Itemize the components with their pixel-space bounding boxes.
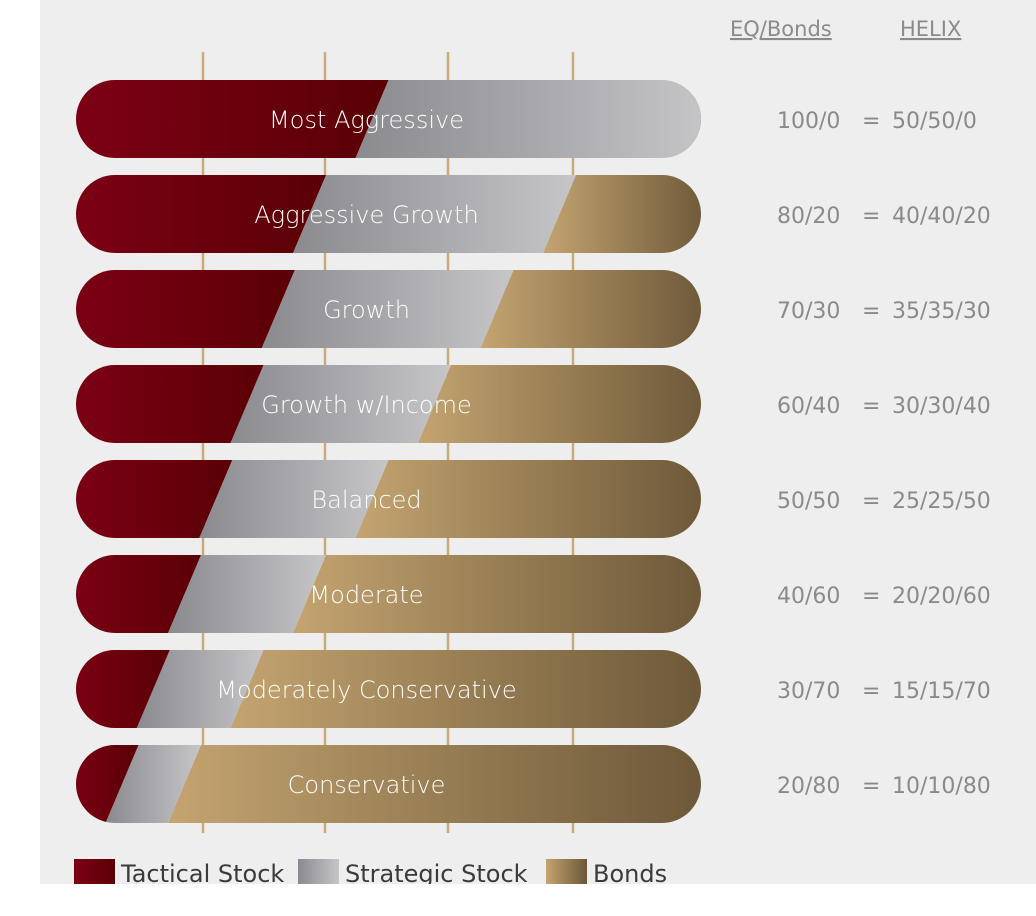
helix-value: 10/10/80 [892, 774, 991, 799]
bar-row: Moderate [76, 555, 701, 633]
bar-segment-strategic [136, 650, 264, 728]
bar-segment-tactical [76, 555, 201, 633]
bar-row: Growth [76, 270, 701, 348]
helix-header: HELIX [900, 17, 961, 41]
legend-swatch [74, 859, 115, 884]
bar-segment-tactical [76, 650, 170, 728]
bar-segment-bonds [480, 270, 701, 348]
legend: Tactical Stock Strategic Stock Bonds [74, 859, 667, 884]
bar-segment-tactical [76, 175, 326, 253]
equals-sign: = [862, 204, 880, 229]
bar-row: Balanced [76, 460, 701, 538]
bar-segment-tactical [76, 365, 264, 443]
equals-sign: = [862, 679, 880, 704]
eq-bonds-header: EQ/Bonds [730, 17, 832, 41]
bar-segment-strategic [355, 80, 701, 158]
bar-row: Most Aggressive [76, 80, 701, 158]
bar-label: Moderate [309, 581, 423, 609]
equals-sign: = [862, 394, 880, 419]
bar-segment-bonds [418, 365, 701, 443]
legend-label: Bonds [593, 860, 667, 884]
bar-label: Moderately Conservative [216, 676, 516, 704]
bar-row: Growth w/Income [76, 365, 701, 443]
bar-segment-strategic [261, 270, 514, 348]
equals-sign: = [862, 489, 880, 514]
legend-item: Tactical Stock [74, 859, 284, 884]
bar-segment-tactical [76, 460, 233, 538]
bar-segment-strategic [293, 175, 576, 253]
eq-bonds-value: 80/20 [777, 204, 840, 229]
equals-sign: = [862, 584, 880, 609]
bar-segment-bonds [543, 175, 701, 253]
legend-label: Strategic Stock [345, 860, 528, 884]
allocation-chart: Most Aggressive Aggressive Growth Growth Gr… [74, 17, 991, 884]
eq-bonds-value: 40/60 [777, 584, 840, 609]
eq-bonds-value: 100/0 [777, 109, 840, 134]
helix-value: 35/35/30 [892, 299, 991, 324]
eq-bonds-value: 50/50 [777, 489, 840, 514]
bar-label: Aggressive Growth [254, 201, 478, 229]
bar-segment-tactical [76, 80, 389, 158]
legend-swatch [298, 859, 339, 884]
chart-panel: Most Aggressive Aggressive Growth Growth Gr… [40, 0, 1036, 884]
bar-label: Growth [323, 296, 410, 324]
helix-value: 50/50/0 [892, 109, 977, 134]
bar-segment-bonds [355, 460, 701, 538]
helix-value: 30/30/40 [892, 394, 991, 419]
bar-segment-tactical [76, 745, 139, 823]
eq-bonds-value: 60/40 [777, 394, 840, 419]
bar-segment-bonds [168, 745, 701, 823]
bar-segment-strategic [168, 555, 326, 633]
bar-row: Aggressive Growth [76, 175, 701, 253]
equals-sign: = [862, 774, 880, 799]
bar-segment-bonds [230, 650, 701, 728]
bar-label: Balanced [311, 486, 421, 514]
bar-label: Growth w/Income [261, 391, 472, 419]
bar-segment-strategic [230, 365, 451, 443]
legend-item: Bonds [546, 859, 667, 884]
helix-value: 20/20/60 [892, 584, 991, 609]
legend-swatch [546, 859, 587, 884]
eq-bonds-value: 20/80 [777, 774, 840, 799]
eq-bonds-value: 30/70 [777, 679, 840, 704]
eq-bonds-value: 70/30 [777, 299, 840, 324]
bar-row: Conservative [76, 745, 701, 823]
helix-value: 25/25/50 [892, 489, 991, 514]
legend-item: Strategic Stock [298, 859, 528, 884]
bar-row: Moderately Conservative [76, 650, 701, 728]
bar-segment-strategic [199, 460, 389, 538]
helix-value: 15/15/70 [892, 679, 991, 704]
helix-value: 40/40/20 [892, 204, 991, 229]
bar-label: Conservative [288, 771, 446, 799]
equals-sign: = [862, 299, 880, 324]
bar-label: Most Aggressive [269, 106, 464, 134]
legend-label: Tactical Stock [120, 860, 284, 884]
bar-segment-bonds [293, 555, 701, 633]
bar-segment-strategic [105, 745, 201, 823]
bar-segment-tactical [76, 270, 295, 348]
equals-sign: = [862, 109, 880, 134]
